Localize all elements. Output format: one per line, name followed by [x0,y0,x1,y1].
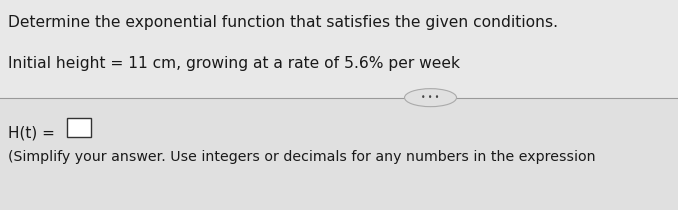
Ellipse shape [405,89,456,107]
Text: • • •: • • • [422,93,439,102]
Bar [0,0,678,98]
Text: Initial height = 11 cm, growing at a rate of 5.6% per week: Initial height = 11 cm, growing at a rat… [8,56,460,71]
Text: (Simplify your answer. Use integers or decimals for any numbers in the expressio: (Simplify your answer. Use integers or d… [8,150,596,164]
Text: Determine the exponential function that satisfies the given conditions.: Determine the exponential function that … [8,15,558,30]
FancyBboxPatch shape [67,118,91,137]
Text: H(t) =: H(t) = [8,126,55,141]
Bar [0,98,678,210]
